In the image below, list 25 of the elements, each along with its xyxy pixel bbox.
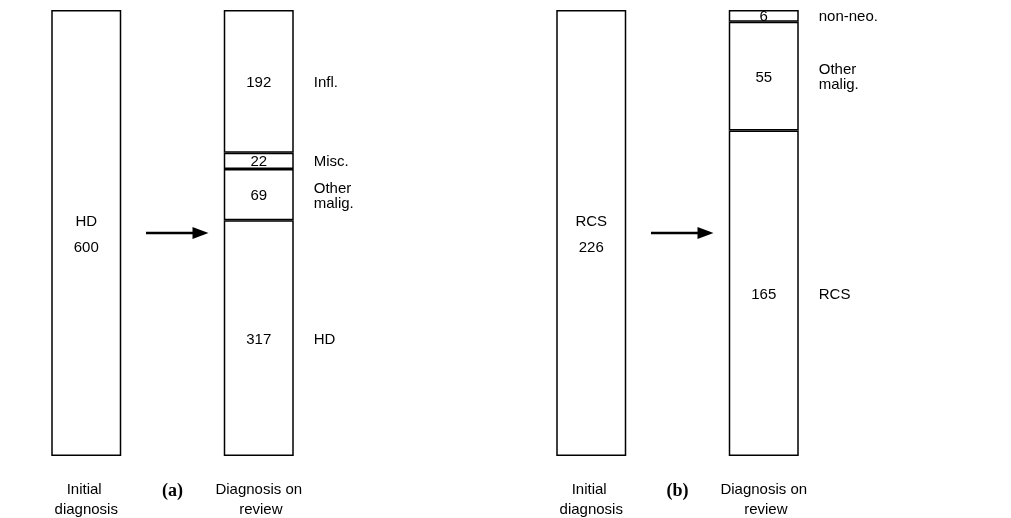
series-label: Other malig. bbox=[313, 178, 356, 211]
data-label: 165 bbox=[751, 284, 777, 302]
data-label: 600 bbox=[73, 237, 99, 255]
series-label: RCS bbox=[575, 211, 608, 229]
x-tick-label: Diagnosis on review bbox=[720, 479, 808, 517]
data-label: 317 bbox=[246, 329, 272, 347]
series-label: non-neo. bbox=[818, 7, 878, 25]
bar bbox=[51, 10, 122, 456]
x-tick-label: Diagnosis on review bbox=[215, 479, 303, 517]
series-label: HD bbox=[313, 329, 336, 347]
x-tick-label: Initial diagnosis bbox=[54, 479, 118, 517]
series-label: Misc. bbox=[313, 152, 349, 170]
text: RCS bbox=[818, 284, 851, 302]
text: (b) bbox=[666, 480, 689, 501]
data-label: 226 bbox=[578, 237, 604, 255]
data-label: 55 bbox=[755, 67, 773, 85]
data-label: 69 bbox=[250, 186, 268, 204]
text: (a) bbox=[162, 480, 183, 501]
x-tick-label: Initial diagnosis bbox=[559, 479, 623, 517]
series-label: Infl. bbox=[313, 72, 338, 90]
series-label: Other malig. bbox=[818, 60, 861, 93]
data-label: 6 bbox=[759, 7, 768, 25]
data-label: 192 bbox=[246, 72, 272, 90]
data-label: 22 bbox=[250, 152, 268, 170]
text: HD bbox=[75, 211, 98, 229]
